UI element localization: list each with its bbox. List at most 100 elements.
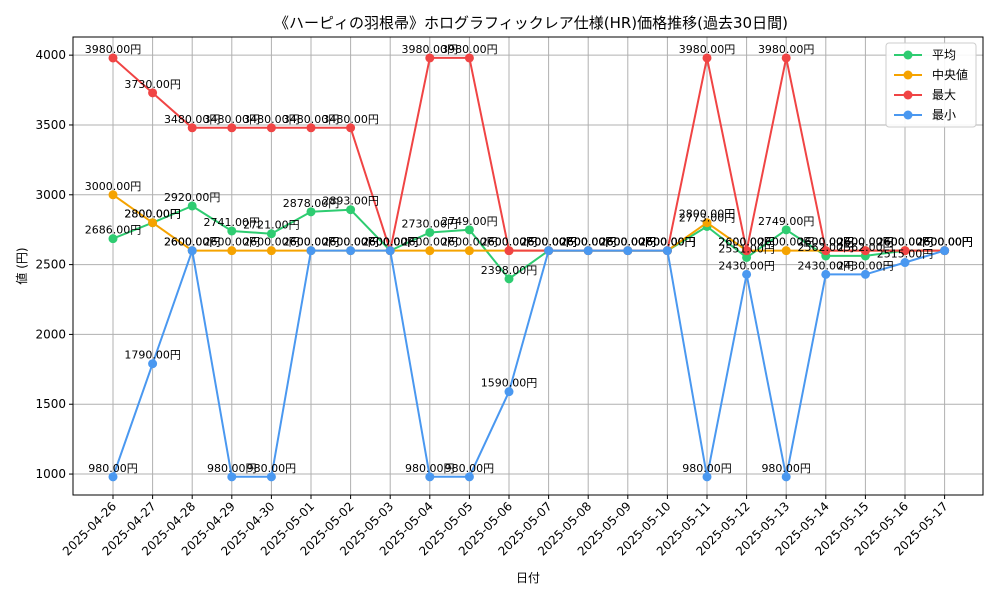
series-point-2 [148,88,158,98]
data-label-0: 2562.00円 [837,241,894,254]
data-label-2: 3480.00円 [243,113,300,126]
data-label-1: 2600.00円 [877,236,934,249]
y-tick-label: 4000 [35,48,66,62]
legend-marker-3 [903,110,913,120]
series-point-2 [227,123,237,133]
data-label-2: 3980.00円 [402,43,459,56]
data-label-0: 2600.00円 [520,236,577,249]
data-label-2: 2600.00円 [877,236,934,249]
data-label-2: 2600.00円 [798,236,855,249]
data-label-2: 3480.00円 [204,113,261,126]
legend-label-0: 平均 [932,48,956,62]
series-point-3 [227,472,237,482]
data-label-0: 2893.00円 [322,195,379,208]
data-label-2: 3980.00円 [441,43,498,56]
data-label-2: 3480.00円 [283,113,340,126]
data-label-2: 3480.00円 [164,113,221,126]
y-tick-label: 1500 [35,397,66,411]
data-label-1: 2600.00円 [520,236,577,249]
data-label-1: 2600.00円 [481,236,538,249]
series-point-3 [464,472,474,482]
series-point-3 [742,269,752,279]
legend-marker-2 [903,90,913,100]
data-label-1: 2600.00円 [204,236,261,249]
data-label-0: 2800.00円 [124,208,181,221]
data-label-0: 2749.00円 [441,215,498,228]
y-tick-label: 3000 [35,188,66,202]
series-point-2 [306,123,316,133]
series-point-2 [702,53,712,63]
data-label-3: 1590.00円 [481,377,538,390]
data-label-3: 980.00円 [445,462,495,475]
y-tick-label: 1000 [35,467,66,481]
data-label-2: 3480.00円 [322,113,379,126]
series-group [108,53,950,482]
data-label-0: 2920.00円 [164,191,221,204]
series-point-2 [860,246,870,256]
data-label-0: 2600.00円 [600,236,657,249]
series-point-2 [266,123,276,133]
series-point-3 [900,258,910,268]
series-point-2 [781,53,791,63]
data-label-2: 3730.00円 [124,78,181,91]
series-point-3 [583,246,593,256]
series-point-0 [306,207,316,217]
data-label-2: 2600.00円 [718,236,775,249]
series-point-3 [385,246,395,256]
series-point-3 [108,472,118,482]
data-label-2: 2600.00円 [520,236,577,249]
data-label-0: 2741.00円 [204,216,261,229]
data-label-1: 2600.00円 [164,236,221,249]
data-label-0: 2600.00円 [560,236,617,249]
y-tick-label: 3500 [35,118,66,132]
x-axis-title: 日付 [516,571,540,585]
legend-label-1: 中央値 [932,67,968,82]
series-point-3 [940,246,950,256]
data-label-3: 2600.00円 [322,236,379,249]
series-point-0 [187,201,197,211]
data-label-2: 2600.00円 [639,236,696,249]
series-line-2 [112,56,945,252]
series-point-1 [464,246,474,256]
legend-marker-1 [903,70,913,80]
data-label-0: 2551.00円 [718,242,775,255]
legend-label-3: 最小 [932,108,956,122]
series-point-0 [781,225,791,235]
data-label-0: 2773.00円 [679,211,736,224]
series-point-3 [306,246,316,256]
series-point-2 [425,53,435,63]
series-point-3 [623,246,633,256]
series-point-2 [504,246,514,256]
data-label-1: 2600.00円 [798,236,855,249]
data-label-1: 2600.00円 [600,236,657,249]
data-label-1: 2600.00円 [718,236,775,249]
data-label-0: 2878.00円 [283,197,340,210]
data-labels: 2686.00円 2800.00円 2920.00円 2741.00円2721.00円… [85,43,973,475]
series-point-1 [266,246,276,256]
gridlines [73,37,983,495]
series-point-1 [148,218,158,228]
data-label-3: 2430.00円 [718,259,775,272]
data-label-2: 2600.00円 [600,236,657,249]
series-point-3 [266,472,276,482]
data-label-2: 3980.00円 [679,43,736,56]
data-label-1: 2600.00円 [758,236,815,249]
y-axis-title: 値 (円) [14,247,29,284]
y-tick-label: 2000 [35,327,66,341]
data-label-0: 2562.00円 [798,241,855,254]
series-point-2 [464,53,474,63]
data-label-0: 2749.00円 [758,215,815,228]
data-label-0: 2600.00円 [916,236,973,249]
data-label-1: 2600.00円 [243,236,300,249]
data-label-2: 2600.00円 [560,236,617,249]
data-label-3: 980.00円 [207,462,257,475]
chart-title: 《ハーピィの羽根帚》ホログラフィックレア仕様(HR)価格推移(過去30日間) [274,14,788,32]
data-label-3: 980.00円 [682,462,732,475]
series-point-3 [781,472,791,482]
legend-frame [885,42,977,128]
y-tick-label: 2500 [35,258,66,272]
data-label-3: 2430.00円 [798,259,855,272]
data-label-3: 2600.00円 [283,236,340,249]
